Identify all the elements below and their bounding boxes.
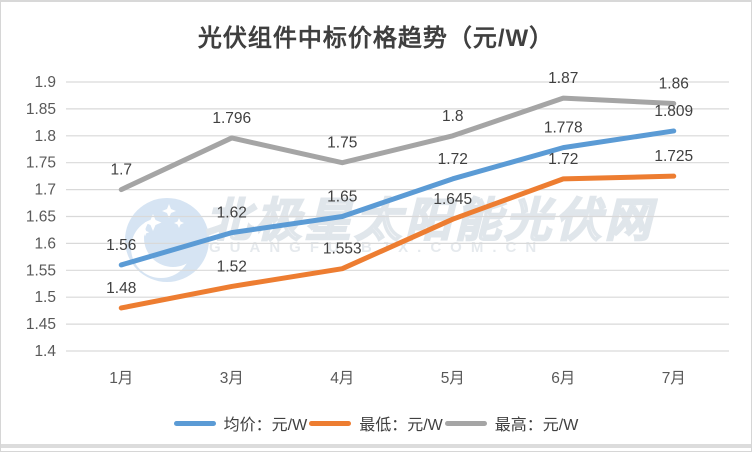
- x-axis-label: 7月: [662, 370, 686, 387]
- chart-legend: 均价：元/W 最低：元/W 最高：元/W: [1, 410, 751, 436]
- data-label-series-1: 1.48: [106, 280, 136, 297]
- data-label-series-0: 1.778: [544, 120, 583, 137]
- series-line-2: [118, 95, 677, 193]
- data-label-series-2: 1.8: [442, 108, 464, 125]
- data-label-series-1: 1.52: [217, 258, 247, 275]
- y-tick-label: 1.6: [34, 235, 56, 252]
- chart-title: 光伏组件中标价格趋势（元/W）: [197, 25, 555, 52]
- y-tick-label: 1.9: [34, 74, 56, 91]
- x-axis-label: 6月: [551, 370, 575, 387]
- x-axis-label: 4月: [330, 370, 354, 387]
- y-tick-label: 1.7: [34, 182, 56, 199]
- x-axis-label: 5月: [441, 370, 465, 387]
- lowest-line-swatch: [309, 420, 352, 426]
- data-label-series-1: 1.725: [654, 148, 693, 165]
- y-tick-label: 1.8: [34, 128, 56, 145]
- data-label-series-1: 1.553: [323, 241, 362, 258]
- data-label-series-2: 1.796: [212, 110, 251, 127]
- legend-item-average: 均价：元/W: [173, 411, 308, 435]
- y-tick-label: 1.55: [26, 262, 56, 279]
- highest-line-swatch: [444, 420, 487, 426]
- x-axis-label: 3月: [220, 370, 244, 387]
- data-label-series-0: 1.62: [217, 205, 247, 222]
- y-tick-label: 1.4: [34, 343, 56, 360]
- legend-label-highest: 最高：元/W: [494, 417, 579, 434]
- series-line-0: [118, 128, 677, 268]
- data-label-series-0: 1.809: [654, 103, 693, 120]
- x-axis-label: 1月: [109, 370, 133, 387]
- data-label-series-0: 1.65: [327, 189, 357, 206]
- data-label-series-2: 1.87: [548, 70, 578, 87]
- legend-item-highest: 最高：元/W: [444, 411, 579, 435]
- y-tick-label: 1.5: [34, 289, 56, 306]
- data-label-series-2: 1.7: [110, 162, 132, 179]
- data-label-series-0: 1.56: [106, 237, 136, 254]
- y-tick-label: 1.45: [26, 316, 56, 333]
- data-label-series-1: 1.72: [548, 151, 578, 168]
- legend-label-average: 均价：元/W: [223, 417, 308, 434]
- bottom-divider: [1, 444, 751, 448]
- y-tick-label: 1.75: [26, 155, 56, 172]
- data-label-series-0: 1.72: [438, 151, 468, 168]
- average-line-swatch: [173, 420, 216, 426]
- legend-label-lowest: 最低：元/W: [359, 417, 443, 434]
- y-tick-label: 1.65: [26, 209, 56, 226]
- data-label-series-1: 1.645: [433, 191, 472, 208]
- series-line-1: [118, 173, 677, 311]
- data-label-series-2: 1.86: [659, 76, 689, 93]
- legend-item-lowest: 最低：元/W: [309, 411, 443, 435]
- data-label-series-2: 1.75: [327, 135, 357, 152]
- y-tick-label: 1.85: [26, 101, 56, 118]
